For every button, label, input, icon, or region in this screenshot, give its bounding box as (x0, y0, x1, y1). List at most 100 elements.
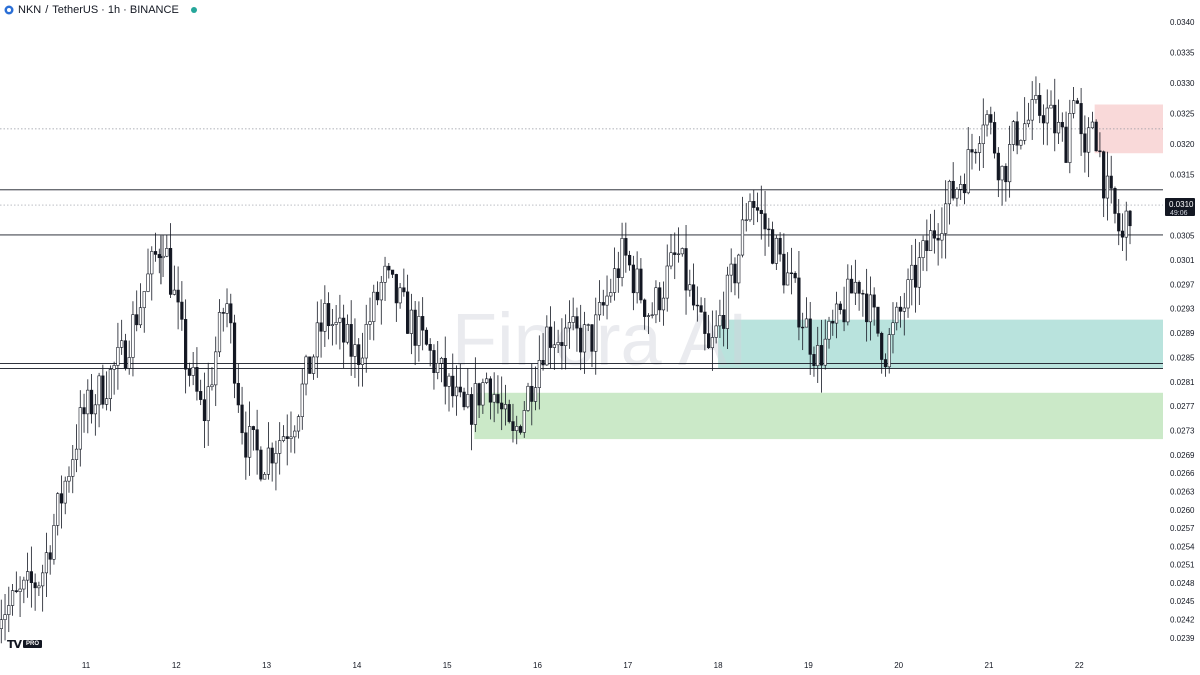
candle-bull (281, 436, 286, 441)
candle-bear (469, 394, 474, 425)
candle-bear (349, 324, 353, 357)
price-tick-label: 0.0289 (1170, 329, 1195, 338)
candle-bull (1023, 123, 1027, 141)
candle-bear (195, 367, 199, 392)
candle-bull (774, 237, 778, 264)
candle-bull (146, 273, 150, 292)
candle-bull (447, 375, 451, 387)
candle-bear (601, 302, 605, 306)
candle-bear (575, 316, 579, 329)
candle-bull (955, 188, 959, 199)
candle-bull (360, 357, 365, 365)
candle-bull (1030, 99, 1034, 121)
candle-bear (643, 299, 647, 317)
price-axis: 0.0340 0.0335 0.0330 0.0325 0.0320 0.0315 0.03… (1170, 18, 1195, 643)
candle-bull (7, 605, 11, 615)
candle-bear (135, 314, 139, 326)
candle-bull (206, 386, 210, 422)
candle-bear (1041, 115, 1046, 124)
interval-exchange-label: · 1h · BINANCE (101, 4, 179, 16)
candle-bear (951, 180, 955, 199)
candle-bull (26, 571, 30, 581)
candle-bear (29, 571, 33, 583)
price-tick-label: 0.0248 (1170, 579, 1195, 588)
date-tick-label: 18 (714, 661, 723, 670)
candle-bull (338, 317, 342, 323)
candle-bear (782, 253, 786, 286)
candle-bull (304, 356, 308, 385)
candle-bull (217, 312, 222, 353)
candle-bull (71, 459, 75, 477)
candle-bull (503, 404, 508, 410)
candle-bull (891, 322, 895, 335)
candle-bull (552, 344, 556, 348)
candle-bull (278, 440, 282, 454)
candle-bull (266, 447, 271, 475)
candle-bull (966, 149, 970, 194)
candle-bear (812, 354, 816, 366)
candle-bull (1124, 210, 1128, 238)
candle-bear (251, 426, 255, 430)
candle-bull (921, 240, 925, 258)
candle-bull (353, 344, 357, 357)
candle-bear (327, 303, 331, 327)
candle-bull (74, 448, 79, 460)
candle-bear (932, 230, 936, 239)
candle-bull (214, 351, 218, 386)
candle-bear (168, 248, 173, 295)
current-price-value: 0.0310 (1169, 200, 1194, 209)
candle-bull (150, 251, 154, 275)
candle-bear (33, 582, 37, 589)
date-tick-label: 21 (985, 661, 994, 670)
date-tick-label: 15 (443, 661, 452, 670)
candle-bull (1090, 121, 1094, 129)
candle-bull (263, 474, 267, 480)
candle-bear (240, 404, 244, 434)
candle-bear (180, 301, 184, 320)
candle-bull (108, 369, 112, 399)
zone-demand-green (474, 392, 1163, 440)
candle-bull (315, 322, 319, 358)
candle-bull (895, 306, 899, 324)
candle-bull (661, 297, 666, 311)
price-tick-label: 0.0266 (1170, 469, 1195, 478)
tradingview-mark: TV (7, 637, 22, 651)
candle-bull (116, 347, 120, 366)
candle-bear (82, 407, 86, 415)
candle-bull (947, 180, 952, 205)
candle-bull (868, 294, 873, 323)
candle-bear (153, 251, 158, 255)
candle-bull (646, 315, 651, 317)
candle-bull (545, 326, 549, 366)
candle-bear (684, 248, 688, 291)
candle-bull (466, 394, 470, 408)
time-axis: 11 12 13 14 15 16 17 18 19 20 21 22 (82, 661, 1084, 670)
candle-bull (417, 316, 421, 346)
candle-bull (323, 303, 327, 332)
price-tick-label: 0.0340 (1170, 18, 1195, 27)
candle-bull (977, 143, 982, 153)
candle-bear (548, 326, 553, 348)
candle-bear (202, 399, 207, 422)
candle-bull (22, 579, 26, 590)
current-price-countdown: 49:06 (1170, 210, 1188, 217)
candle-bull (729, 263, 733, 276)
candle-bear (319, 322, 323, 332)
candle-bear (560, 342, 564, 346)
candle-bull (635, 268, 639, 294)
price-tick-label: 0.0297 (1170, 280, 1195, 289)
candle-bear (992, 122, 997, 154)
candle-bull (383, 265, 387, 283)
candle-bull (1049, 104, 1053, 109)
candle-bear (579, 327, 583, 353)
date-tick-label: 11 (82, 661, 91, 670)
candle-bear (176, 289, 180, 303)
candle-bull (515, 426, 519, 431)
candle-bull (1071, 100, 1076, 114)
candle-bear (778, 237, 782, 255)
candle-bear (428, 344, 432, 351)
chart-header[interactable]: NKN / TetherUS · 1h · BINANCE (4, 2, 197, 18)
price-tick-label: 0.0320 (1170, 140, 1195, 149)
date-tick-label: 13 (262, 661, 271, 670)
